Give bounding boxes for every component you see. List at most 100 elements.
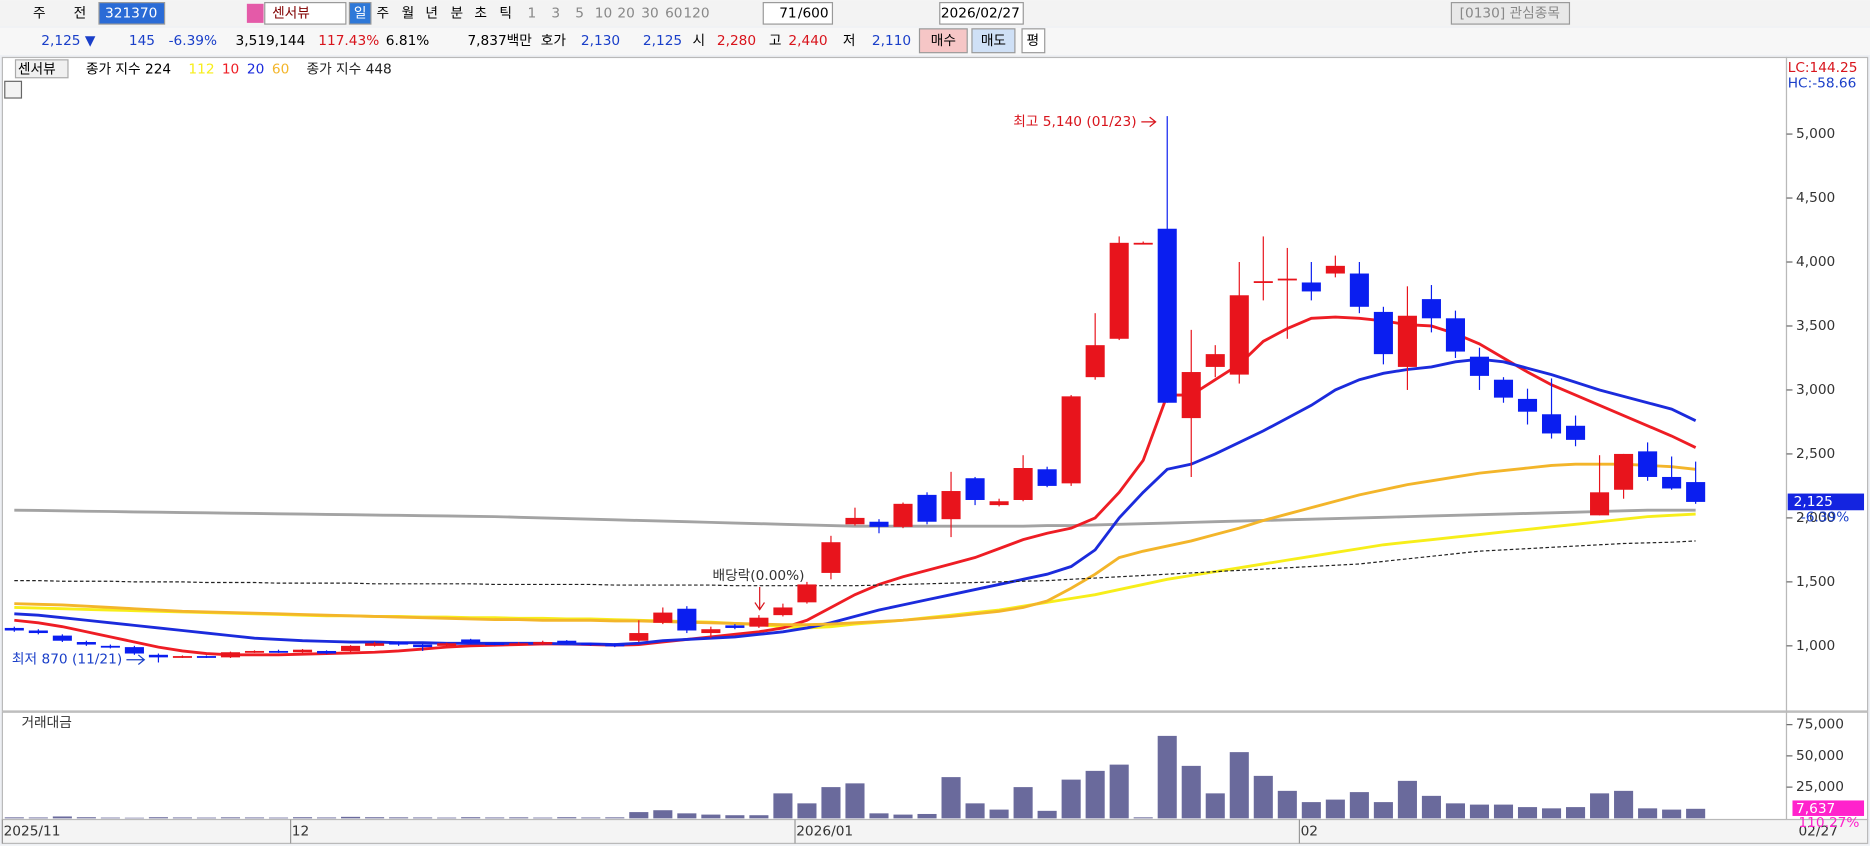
toolbar-text[interactable]: 센서뷰 — [272, 5, 310, 21]
volume-bar — [100, 817, 120, 819]
order-button[interactable] — [1021, 28, 1046, 54]
volume-bar — [28, 817, 48, 819]
candle-body — [821, 542, 841, 573]
quote-text[interactable]: 평 — [1026, 33, 1039, 49]
candle-body — [76, 642, 96, 645]
volume-bar — [220, 817, 241, 819]
toolbar-text[interactable]: 120 — [683, 5, 709, 21]
toolbar-box[interactable] — [1450, 2, 1571, 25]
toolbar-text[interactable]: 20 — [617, 5, 634, 21]
volume-bar — [1421, 795, 1441, 819]
y-tick-label: 4,000 — [1796, 254, 1835, 270]
candle-body — [1373, 311, 1393, 355]
volume-bar — [1445, 803, 1465, 819]
toolbar-text[interactable]: 5 — [575, 5, 584, 21]
volume-bar — [725, 815, 745, 819]
annotation: 최고 5,140 (01/23) — [1013, 114, 1136, 130]
toolbar-text[interactable]: 30 — [641, 5, 658, 21]
y-tick-label: 3,000 — [1796, 382, 1835, 398]
volume-bar — [557, 817, 577, 819]
quote-text: 시 — [693, 33, 706, 49]
candle-body — [317, 650, 337, 654]
volume-bar — [965, 803, 985, 819]
candle-body — [1133, 242, 1153, 245]
quote-text[interactable]: 매수 — [931, 33, 956, 49]
volume-bar — [437, 817, 457, 819]
candle-body — [485, 643, 505, 646]
legend-entry: 종가 지수 448 — [306, 61, 391, 77]
toolbar-box[interactable] — [939, 2, 1024, 25]
volume-bar — [1349, 792, 1369, 819]
candle-body — [244, 650, 265, 653]
volume-bar — [629, 812, 649, 819]
table-icon[interactable] — [4, 80, 23, 99]
toolbar-text[interactable]: 틱 — [499, 5, 512, 21]
toolbar-box[interactable] — [98, 2, 166, 25]
candle-body — [341, 645, 361, 651]
candle-body — [1421, 299, 1441, 319]
toolbar-box[interactable] — [264, 2, 347, 25]
legend-title-box — [14, 59, 69, 79]
toolbar-text[interactable]: 초 — [474, 5, 487, 21]
candle-body — [1085, 345, 1105, 378]
y-tick-label: 1,000 — [1796, 638, 1835, 654]
toolbar-text[interactable]: 3 — [551, 5, 560, 21]
candle-body — [797, 584, 817, 603]
toolbar-text[interactable]: 분 — [450, 5, 463, 21]
candle-body — [148, 654, 168, 658]
volume-bar — [317, 817, 337, 819]
y-tick-label: 2,000 — [1796, 510, 1835, 526]
volume-bar — [605, 817, 625, 819]
candle-body — [28, 630, 48, 634]
candle-body — [52, 635, 72, 641]
ma-line — [14, 462, 1696, 627]
volume-bar — [533, 817, 553, 819]
toolbar-text[interactable]: 주 — [33, 5, 46, 21]
toolbar-text[interactable]: 일 — [354, 5, 367, 21]
volume-bar — [76, 817, 96, 819]
volume-bar — [1253, 775, 1273, 819]
candle-body — [1686, 482, 1706, 502]
candle-body — [1493, 379, 1514, 398]
volume-bar — [1662, 809, 1682, 819]
toolbar-text[interactable]: 10 — [595, 5, 612, 21]
toolbar-text[interactable]: 전 — [74, 5, 87, 21]
y-tick-label: 50,000 — [1796, 748, 1844, 764]
toolbar-text[interactable]: 2026/02/27 — [941, 5, 1020, 21]
quote-text: 고 — [769, 33, 782, 49]
volume-bar — [821, 787, 841, 819]
volume-bar — [1109, 764, 1129, 819]
candle-body — [1253, 281, 1273, 283]
volume-bar — [1205, 793, 1225, 819]
quote-text[interactable]: 매도 — [981, 33, 1006, 49]
toolbar-text[interactable]: /600 — [798, 5, 829, 21]
quote-text: -6.39% — [169, 33, 217, 49]
current-price: 2,125 — [1794, 494, 1833, 510]
volume-bar — [1325, 799, 1345, 819]
legend-title: 센서뷰 — [18, 61, 56, 77]
order-button[interactable] — [971, 28, 1016, 54]
volume-bar — [1541, 808, 1562, 819]
toolbar-text[interactable]: 71 — [779, 5, 796, 21]
toolbar-text[interactable]: 월 — [402, 5, 415, 21]
quote-text: 2,125 ▼ — [41, 33, 96, 49]
candle-body — [629, 633, 649, 641]
candle-body — [1614, 453, 1634, 490]
order-button[interactable] — [918, 28, 968, 54]
toolbar-text[interactable]: [0130] 관심종목 — [1460, 5, 1560, 21]
toolbar-text[interactable]: 1 — [528, 5, 537, 21]
toolbar-box[interactable] — [762, 2, 834, 25]
candle-body — [1662, 476, 1682, 489]
toolbar-text[interactable]: 321370 — [105, 5, 157, 21]
volume-bar — [1037, 810, 1057, 819]
toolbar-box[interactable] — [348, 2, 372, 25]
annotation: 배당락(0.00%) — [712, 568, 804, 584]
toolbar-text[interactable]: 년 — [425, 5, 438, 21]
hc-label: HC:-58.66 — [1788, 76, 1857, 92]
toolbar-text[interactable]: 주 — [377, 5, 390, 21]
stock-icon[interactable] — [246, 3, 264, 23]
candle-body — [1013, 468, 1033, 500]
candle-body — [1277, 278, 1297, 281]
date-label: 02 — [1301, 823, 1318, 839]
toolbar-text[interactable]: 60 — [665, 5, 682, 21]
